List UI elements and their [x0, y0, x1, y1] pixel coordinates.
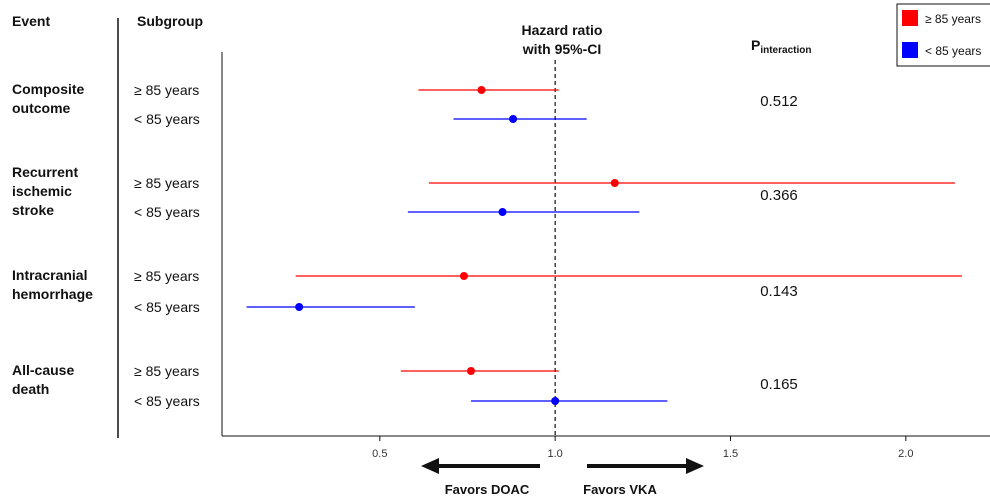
legend: ≥ 85 years < 85 years	[896, 3, 990, 67]
subgroup-label: < 85 years	[134, 204, 200, 220]
hr-point	[477, 86, 486, 94]
x-tick-label: 1.5	[723, 448, 738, 460]
hr-point	[466, 367, 475, 375]
p-values: 0.512 0.366 0.143 0.165	[760, 93, 798, 393]
x-tick-label: 2.0	[898, 448, 913, 460]
hazard-ratio-header-line1: Hazard ratio	[522, 22, 603, 38]
legend-swatch-ge85	[902, 10, 918, 26]
event-label-line: Composite	[12, 81, 85, 97]
hr-point	[295, 303, 304, 311]
subgroup-label: < 85 years	[134, 299, 200, 315]
x-tick-label: 1.0	[548, 448, 563, 460]
favors-vka-arrow	[587, 458, 704, 474]
p-interaction-value: 0.512	[760, 93, 798, 110]
subgroup-label: < 85 years	[134, 393, 200, 409]
hr-point	[459, 272, 468, 280]
event-label-line: Recurrent	[12, 164, 78, 180]
event-column-header: Event	[12, 13, 50, 29]
event-label-line: All-cause	[12, 362, 74, 378]
p-interaction-header: Pinteraction	[751, 37, 811, 56]
event-label-line: outcome	[12, 100, 71, 116]
favors-doac-arrow	[421, 458, 540, 474]
subgroup-label: < 85 years	[134, 111, 200, 127]
p-interaction-subscript: interaction	[760, 45, 811, 56]
event-label-line: ischemic	[12, 183, 72, 199]
x-ticks: 0.5 1.0 1.5 2.0	[372, 436, 913, 460]
subgroup-column-header: Subgroup	[137, 13, 203, 29]
event-label-line: stroke	[12, 202, 54, 218]
subgroup-label: ≥ 85 years	[134, 363, 199, 379]
legend-label-ge85: ≥ 85 years	[925, 12, 981, 26]
subgroup-rows: ≥ 85 years < 85 years ≥ 85 years < 85 years…	[134, 82, 962, 409]
favors-doac-label: Favors DOAC	[445, 482, 530, 497]
legend-label-lt85: < 85 years	[925, 44, 981, 58]
hr-point	[498, 208, 507, 216]
hr-point	[610, 179, 619, 187]
x-tick-label: 0.5	[372, 448, 387, 460]
subgroup-label: ≥ 85 years	[134, 175, 199, 191]
event-label-line: hemorrhage	[12, 286, 93, 302]
event-label: Recurrent ischemic stroke	[12, 164, 78, 218]
p-interaction-main: P	[751, 37, 760, 53]
hr-point	[551, 397, 560, 405]
p-interaction-value: 0.165	[760, 376, 798, 393]
hazard-ratio-header-line2: with 95%-CI	[522, 41, 602, 57]
p-interaction-value: 0.143	[760, 283, 798, 300]
p-interaction-value: 0.366	[760, 187, 798, 204]
event-label: All-cause death	[12, 362, 74, 397]
event-label: Composite outcome	[12, 81, 85, 116]
hr-point	[509, 115, 518, 123]
favors-vka-label: Favors VKA	[583, 482, 657, 497]
event-labels: Composite outcome Recurrent ischemic stroke I…	[12, 81, 93, 397]
event-label-line: Intracranial	[12, 267, 87, 283]
event-label: Intracranial hemorrhage	[12, 267, 93, 302]
legend-swatch-lt85	[902, 42, 918, 58]
event-label-line: death	[12, 381, 49, 397]
subgroup-label: ≥ 85 years	[134, 82, 199, 98]
subgroup-label: ≥ 85 years	[134, 268, 199, 284]
